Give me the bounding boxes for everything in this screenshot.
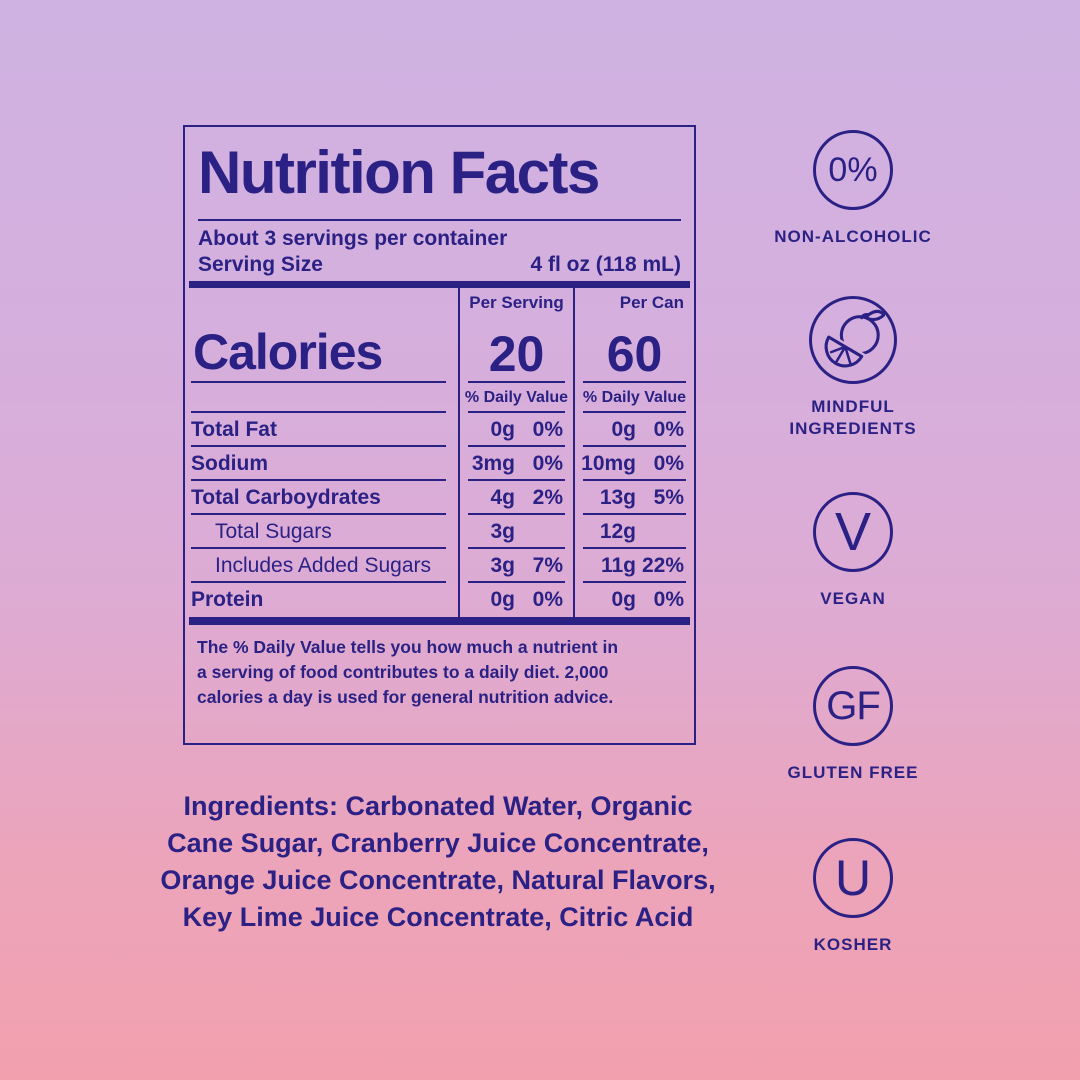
kosher-u-icon: U [834, 850, 872, 906]
daily-value-spacer [185, 383, 458, 414]
nutrition-table: Calories Per Serving 20 Per Can 60 % Dai… [185, 288, 694, 618]
ingredients-line: Key Lime Juice Concentrate, Citric Acid [182, 902, 694, 932]
amount: 12g [599, 520, 636, 544]
row-protein-per-can: 0g 0% [573, 583, 694, 618]
row-total-fat-label: Total Fat [185, 413, 458, 448]
row-sodium-per-serving: 3mg 0% [458, 447, 573, 482]
row-total-fat-per-serving: 0g 0% [458, 413, 573, 448]
footnote-line: a serving of food contributes to a daily… [197, 662, 609, 683]
amount: 0g [611, 418, 636, 442]
row-total-sugars-label: Total Sugars [185, 515, 458, 550]
mindful-ingredients-badge [809, 296, 897, 384]
amount: 13g [599, 486, 636, 510]
calories-per-serving-value: 20 [488, 326, 545, 383]
daily-value: 0% [653, 588, 684, 612]
gluten-free-badge: GF [813, 666, 893, 746]
daily-value: 5% [653, 486, 684, 510]
row-protein-label: Protein [191, 588, 264, 612]
kosher-badge: U [813, 838, 893, 918]
row-total-sugars-per-can: 12g [573, 515, 694, 550]
row-added-sugars-per-serving: 3g 7% [458, 549, 573, 584]
vegan-label: VEGAN [820, 589, 886, 608]
row-protein-per-serving: 0g 0% [458, 583, 573, 618]
vegan-badge: V [813, 492, 893, 572]
row-total-carbohydrates-label: Total Carboydrates [185, 481, 458, 516]
daily-value-footnote: The % Daily Value tells you how much a n… [197, 635, 682, 710]
per-can-header: Per Can [619, 293, 684, 313]
amount: 4g [490, 486, 515, 510]
row-total-carbohydrates-per-can: 13g 5% [573, 481, 694, 516]
calories-label: Calories [193, 324, 383, 381]
amount: 0g [611, 588, 636, 612]
nutrition-facts-title: Nutrition Facts [198, 139, 600, 206]
daily-value: 2% [532, 486, 563, 510]
footnote-line: The % Daily Value tells you how much a n… [197, 637, 619, 658]
daily-value-header-can: % Daily Value [573, 383, 694, 414]
thick-divider-top [189, 281, 690, 289]
row-sodium-label: Sodium [185, 447, 458, 482]
kosher-label: KOSHER [813, 935, 893, 954]
ingredients-line: Orange Juice Concentrate, Natural Flavor… [160, 865, 716, 895]
calories-label-cell: Calories [185, 288, 458, 384]
serving-size-label: Serving Size [198, 253, 323, 277]
thick-divider-bottom [189, 617, 690, 626]
amount: 3g [490, 554, 515, 578]
row-total-fat-per-can: 0g 0% [573, 413, 694, 448]
title-divider [198, 219, 681, 221]
daily-value: 0% [653, 452, 684, 476]
ingredients-line: Cane Sugar, Cranberry Juice Concentrate, [167, 828, 709, 858]
row-total-carbohydrates-per-serving: 4g 2% [458, 481, 573, 516]
per-serving-header: Per Serving [469, 293, 564, 313]
gluten-free-label: GLUTEN FREE [787, 763, 919, 782]
daily-value-header-serving: % Daily Value [458, 383, 573, 414]
amount: 0g [490, 418, 515, 442]
calories-per-can-value: 60 [606, 326, 663, 383]
mindful-ingredients-label: MINDFUL INGREDIENTS [789, 397, 917, 438]
nutrition-facts-panel: Nutrition Facts About 3 servings per con… [183, 125, 696, 745]
row-total-sugars-per-serving: 3g [458, 515, 573, 550]
amount: 3mg [471, 452, 515, 476]
vegan-v-icon: V [834, 502, 872, 562]
amount: 10mg [581, 452, 636, 476]
daily-value: 0% [532, 588, 563, 612]
row-added-sugars-label: Includes Added Sugars [185, 549, 458, 584]
daily-value: 7% [532, 554, 563, 578]
daily-value: 0% [653, 418, 684, 442]
daily-value: 0% [532, 418, 563, 442]
ingredients-list: Ingredients: Carbonated Water, Organic C… [100, 788, 776, 936]
calories-per-can-cell: Per Can 60 [573, 288, 694, 384]
calories-per-serving-cell: Per Serving 20 [458, 288, 573, 384]
daily-value: 0% [532, 452, 563, 476]
amount: 3g [490, 520, 515, 544]
row-sodium-per-can: 10mg 0% [573, 447, 694, 482]
non-alcoholic-badge: 0% [813, 130, 893, 210]
servings-per-container: About 3 servings per container [198, 227, 508, 250]
row-added-sugars-per-can: 11g 22% [573, 549, 694, 584]
non-alcoholic-label: NON-ALCOHOLIC [774, 227, 932, 246]
daily-value: 22% [641, 554, 684, 578]
amount: 11g [600, 554, 636, 578]
ingredients-line: Ingredients: Carbonated Water, Organic [183, 791, 693, 821]
footnote-line: calories a day is used for general nutri… [197, 687, 614, 708]
zero-percent-icon: 0% [828, 151, 878, 189]
amount: 0g [490, 588, 515, 612]
serving-size-value: 4 fl oz (118 mL) [530, 253, 681, 277]
serving-size-row: Serving Size 4 fl oz (118 mL) [198, 253, 681, 277]
gluten-free-gf-icon: GF [826, 684, 881, 728]
orange-fruit-icon [824, 309, 885, 368]
